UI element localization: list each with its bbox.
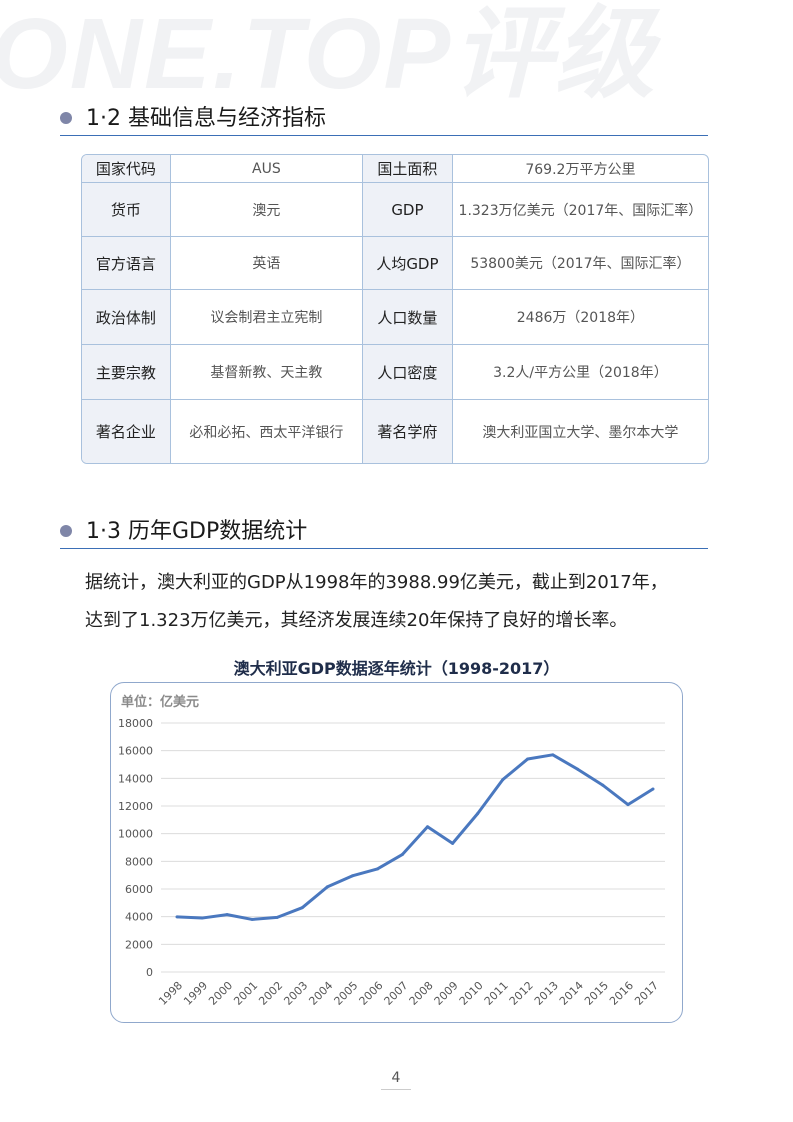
- data-point: [426, 825, 430, 829]
- x-tick-label: 2016: [607, 979, 636, 1008]
- bullet-icon: [60, 112, 72, 124]
- row-value: 769.2万平方公里: [452, 155, 708, 183]
- section-title: 1·2 基础信息与经济指标: [86, 106, 326, 131]
- data-point: [551, 753, 555, 757]
- row-value: AUS: [170, 155, 364, 183]
- bullet-icon: [60, 525, 72, 537]
- x-tick-label: 2013: [532, 979, 561, 1008]
- y-tick-label: 2000: [125, 938, 153, 951]
- data-point: [250, 917, 254, 921]
- row-value: 3.2人/平方公里（2018年）: [452, 345, 708, 400]
- x-tick-label: 1998: [156, 979, 185, 1008]
- paragraph-line: 据统计，澳大利亚的GDP从1998年的3988.99亿美元，截止到2017年，: [85, 572, 668, 593]
- data-point: [350, 874, 354, 878]
- y-tick-label: 4000: [125, 911, 153, 924]
- data-point: [225, 913, 229, 917]
- x-tick-label: 2008: [407, 979, 436, 1008]
- x-tick-label: 1999: [181, 979, 210, 1008]
- row-value: 必和必拓、西太平洋银行: [171, 400, 364, 463]
- chart-svg: 单位：亿美元 0 2000 4000 6000 8000 10000 12000 14000 16…: [118, 694, 665, 1008]
- x-tick-label: 2002: [256, 979, 285, 1008]
- section-heading-basic-info: 1·2 基础信息与经济指标: [60, 98, 708, 136]
- row-label: GDP: [363, 183, 453, 237]
- row-label: 著名企业: [82, 400, 171, 463]
- row-value: 英语: [170, 237, 364, 290]
- gdp-paragraph: 据统计，澳大利亚的GDP从1998年的3988.99亿美元，截止到2017年， …: [85, 564, 725, 640]
- x-tick-label: 2017: [632, 979, 661, 1008]
- section-title: 1·3 历年GDP数据统计: [86, 519, 308, 544]
- row-label: 政治体制: [82, 290, 171, 345]
- row-value: 议会制君主立宪制: [170, 290, 364, 345]
- data-point: [451, 841, 455, 845]
- x-tick-label: 2005: [331, 979, 360, 1008]
- table-row: 政治体制 议会制君主立宪制 人口数量 2486万（2018年）: [82, 290, 708, 345]
- table-row: 国家代码 AUS 国土面积 769.2万平方公里: [82, 155, 708, 183]
- data-point: [325, 885, 329, 889]
- y-tick-label: 14000: [118, 772, 153, 785]
- x-tick-label: 2011: [482, 979, 511, 1008]
- data-point: [501, 778, 505, 782]
- watermark: ONE.TOP评级: [0, 0, 657, 110]
- section-heading-gdp: 1·3 历年GDP数据统计: [60, 511, 708, 549]
- row-label: 著名学府: [363, 400, 453, 463]
- data-point: [576, 767, 580, 771]
- y-tick-label: 10000: [118, 828, 153, 841]
- table-row: 著名企业 必和必拓、西太平洋银行 著名学府 澳大利亚国立大学、墨尔本大学: [82, 400, 708, 463]
- data-point: [400, 852, 404, 856]
- y-tick-label: 6000: [125, 883, 153, 896]
- page-number: 4: [381, 1070, 411, 1090]
- x-tick-label: 2009: [432, 979, 461, 1008]
- unit-label: 单位：亿美元: [121, 694, 199, 710]
- table-row: 货币 澳元 GDP 1.323万亿美元（2017年、国际汇率）: [82, 183, 708, 237]
- row-label: 人口数量: [363, 290, 453, 345]
- table-row: 官方语言 英语 人均GDP 53800美元（2017年、国际汇率）: [82, 237, 708, 290]
- y-tick-label: 8000: [125, 855, 153, 868]
- row-value: 1.323万亿美元（2017年、国际汇率）: [452, 183, 708, 237]
- row-label: 国土面积: [363, 155, 453, 183]
- x-tick-label: 2006: [357, 979, 386, 1008]
- row-label: 人均GDP: [363, 237, 453, 290]
- row-label: 人口密度: [363, 345, 453, 400]
- info-table: 国家代码 AUS 国土面积 769.2万平方公里 货币 澳元 GDP 1.323万亿美元（20…: [81, 154, 709, 464]
- row-label: 官方语言: [82, 237, 171, 290]
- y-tick-label: 18000: [118, 717, 153, 730]
- gdp-series-line: [176, 753, 654, 921]
- x-tick-label: 2012: [507, 979, 536, 1008]
- y-tick-label: 16000: [118, 745, 153, 758]
- x-tick-label: 2010: [457, 979, 486, 1008]
- row-label: 主要宗教: [82, 345, 171, 400]
- data-point: [275, 915, 279, 919]
- data-point: [300, 906, 304, 910]
- y-tick-label: 0: [146, 966, 153, 979]
- chart-title: 澳大利亚GDP数据逐年统计（1998-2017）: [233, 659, 560, 678]
- gdp-chart: 单位：亿美元 0 2000 4000 6000 8000 10000 12000 14000 16…: [110, 682, 683, 1023]
- row-value: 澳元: [170, 183, 364, 237]
- data-point: [651, 787, 655, 791]
- x-tick-label: 2015: [582, 979, 611, 1008]
- x-tick-label: 2001: [231, 979, 260, 1008]
- table-row: 主要宗教 基督新教、天主教 人口密度 3.2人/平方公里（2018年）: [82, 345, 708, 400]
- x-tick-label: 2000: [206, 979, 235, 1008]
- row-label: 货币: [82, 183, 171, 237]
- data-point: [601, 783, 605, 787]
- row-label: 国家代码: [82, 155, 171, 183]
- row-value: 澳大利亚国立大学、墨尔本大学: [482, 424, 679, 441]
- data-point: [626, 803, 630, 807]
- row-value: 2486万（2018年）: [452, 290, 708, 345]
- data-point: [175, 915, 179, 919]
- data-point: [526, 757, 530, 761]
- row-value: 基督新教、天主教: [170, 345, 364, 400]
- paragraph-line: 达到了1.323万亿美元，其经济发展连续20年保持了良好的增长率。: [85, 610, 628, 631]
- data-point: [375, 867, 379, 871]
- y-tick-label: 12000: [118, 800, 153, 813]
- x-tick-label: 2004: [306, 979, 335, 1008]
- row-value: 53800美元（2017年、国际汇率）: [452, 237, 708, 290]
- x-tick-label: 2014: [557, 979, 586, 1008]
- x-tick-label: 2003: [281, 979, 310, 1008]
- x-tick-label: 2007: [382, 979, 411, 1008]
- data-point: [200, 916, 204, 920]
- data-point: [476, 812, 480, 816]
